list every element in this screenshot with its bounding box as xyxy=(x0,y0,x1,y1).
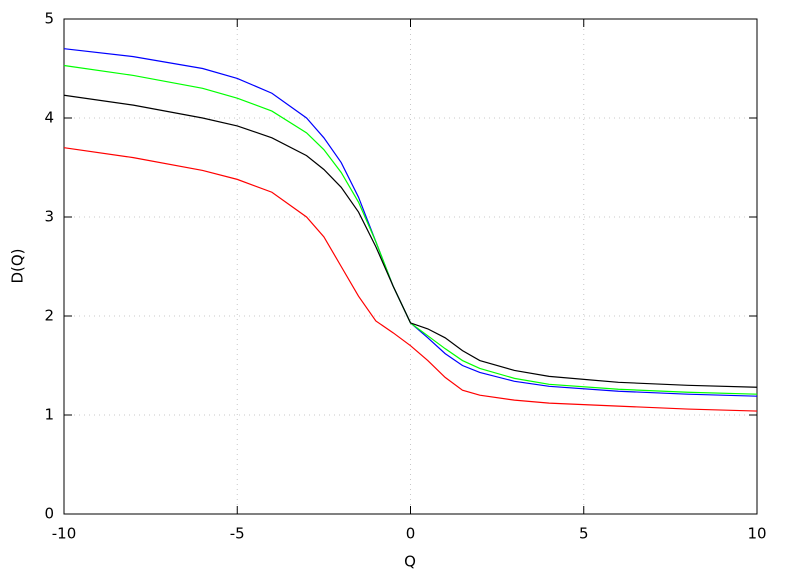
data-line xyxy=(63,94,758,388)
plot-frame xyxy=(63,18,758,515)
y-tick-label: 5 xyxy=(44,10,54,28)
x-tick-label: -5 xyxy=(230,525,245,543)
y-axis-label: D(Q) xyxy=(9,248,27,283)
y-tick-label: 3 xyxy=(44,208,54,226)
data-line xyxy=(63,147,758,412)
x-tick-label: 5 xyxy=(579,525,589,543)
y-tick-label: 1 xyxy=(44,406,54,424)
y-tick-label: 2 xyxy=(44,307,54,325)
y-tick-label: 0 xyxy=(44,505,54,523)
x-tick-label: -10 xyxy=(52,525,77,543)
y-tick-label: 4 xyxy=(44,109,54,127)
x-tick-label: 10 xyxy=(747,525,766,543)
x-axis-label: Q xyxy=(404,553,416,571)
x-tick-label: 0 xyxy=(406,525,416,543)
